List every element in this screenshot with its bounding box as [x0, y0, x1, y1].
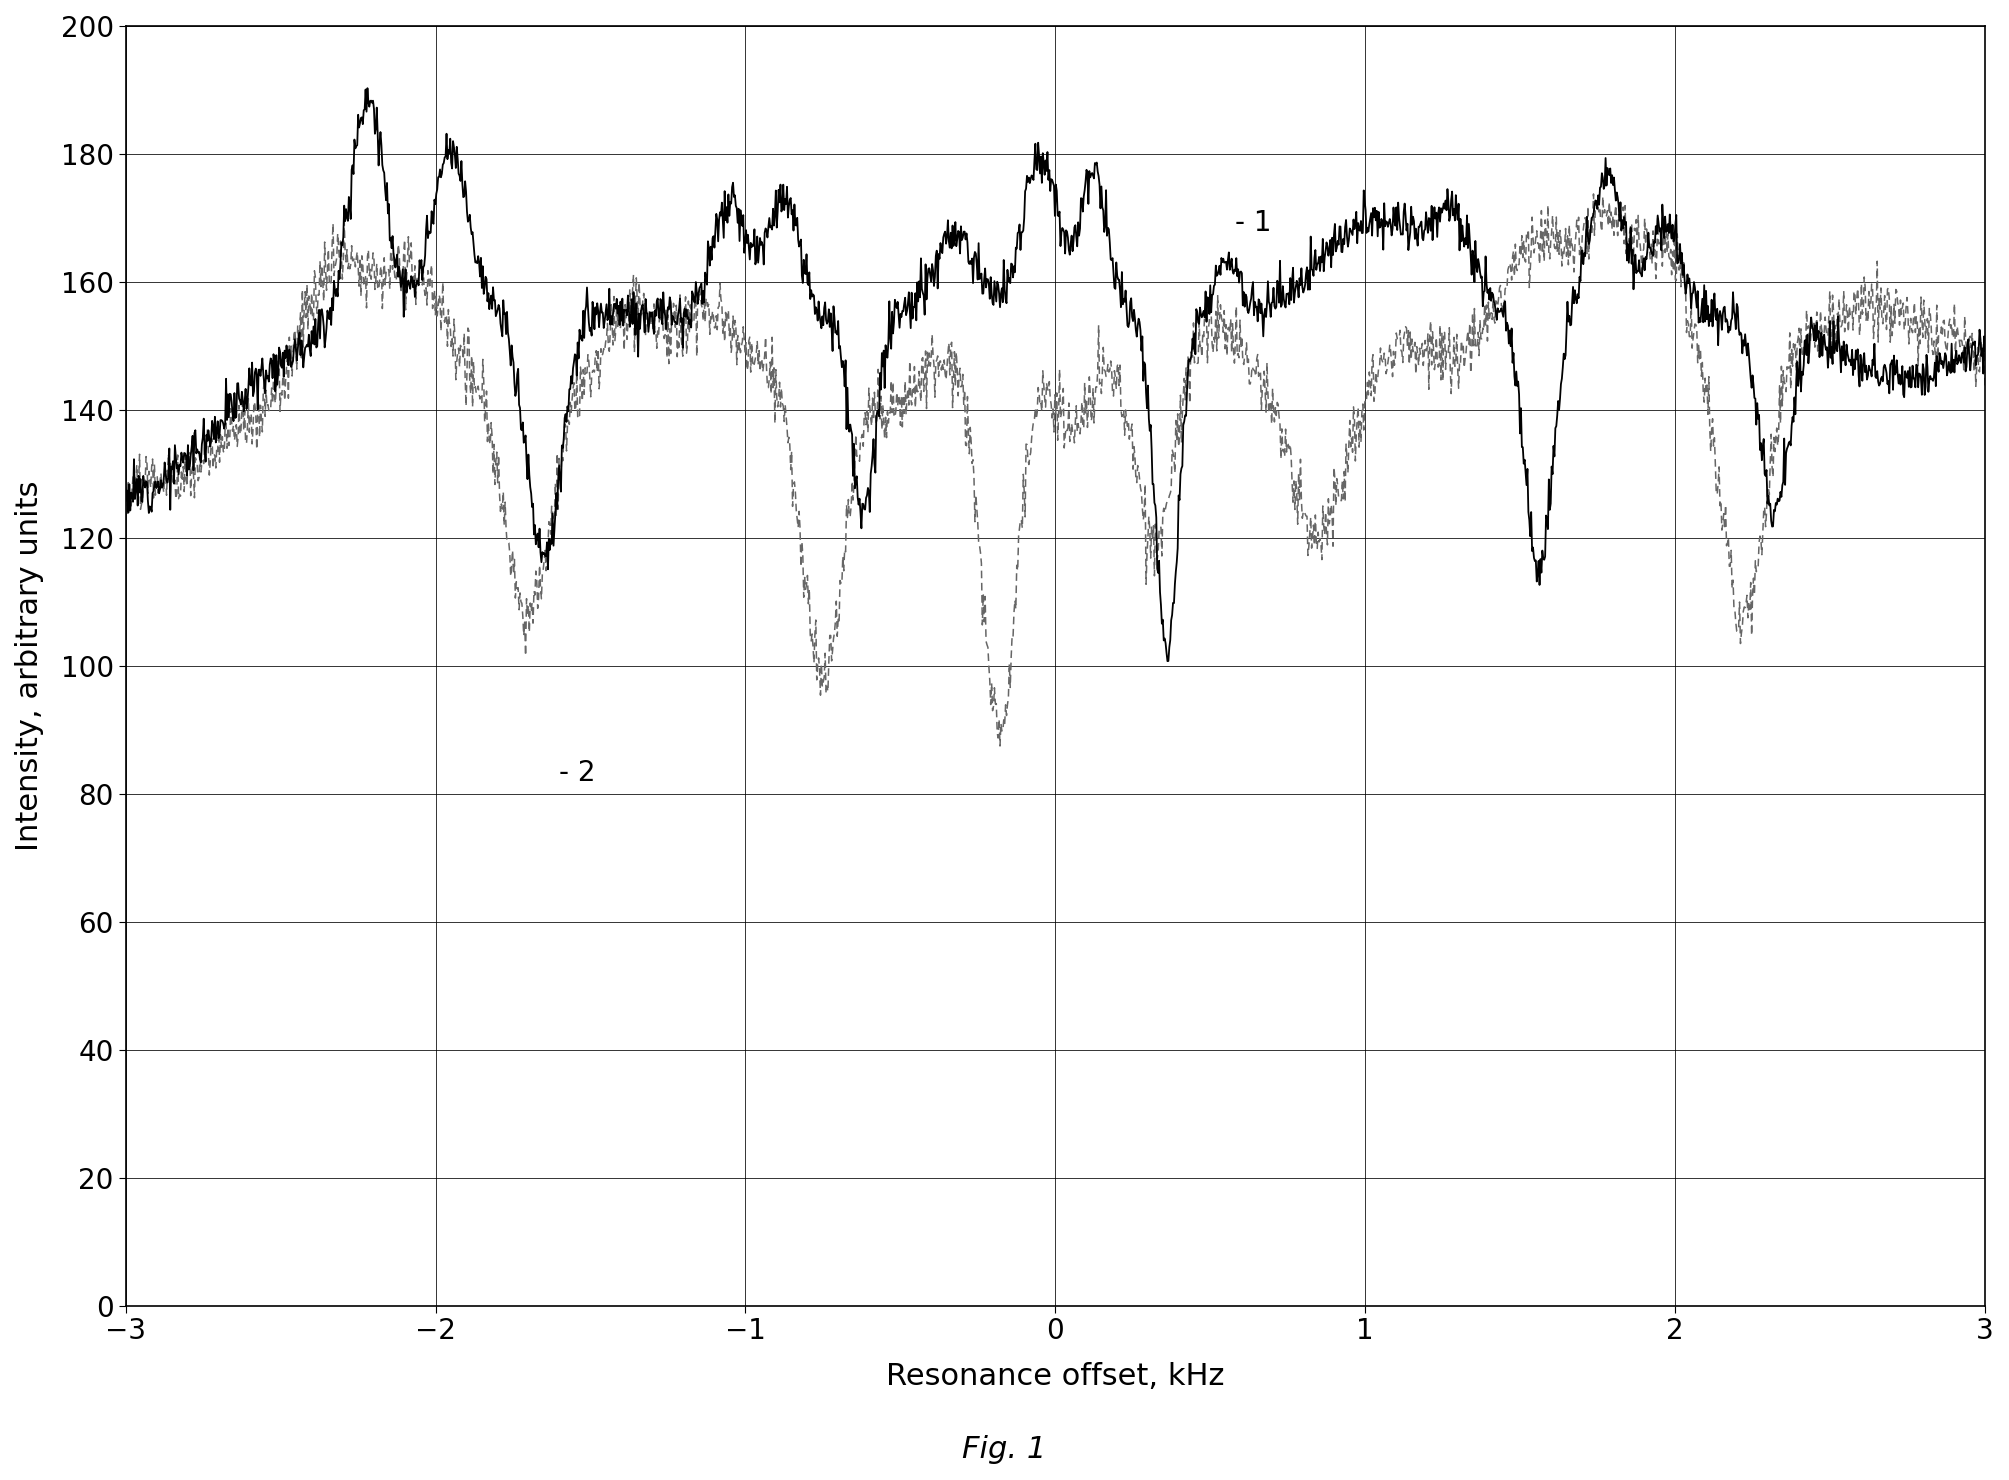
Text: - 1: - 1 — [1236, 209, 1272, 237]
Y-axis label: Intensity, arbitrary units: Intensity, arbitrary units — [14, 481, 44, 851]
Text: - 2: - 2 — [559, 759, 597, 787]
X-axis label: Resonance offset, kHz: Resonance offset, kHz — [886, 1362, 1225, 1391]
Text: Fig. 1: Fig. 1 — [962, 1434, 1047, 1464]
